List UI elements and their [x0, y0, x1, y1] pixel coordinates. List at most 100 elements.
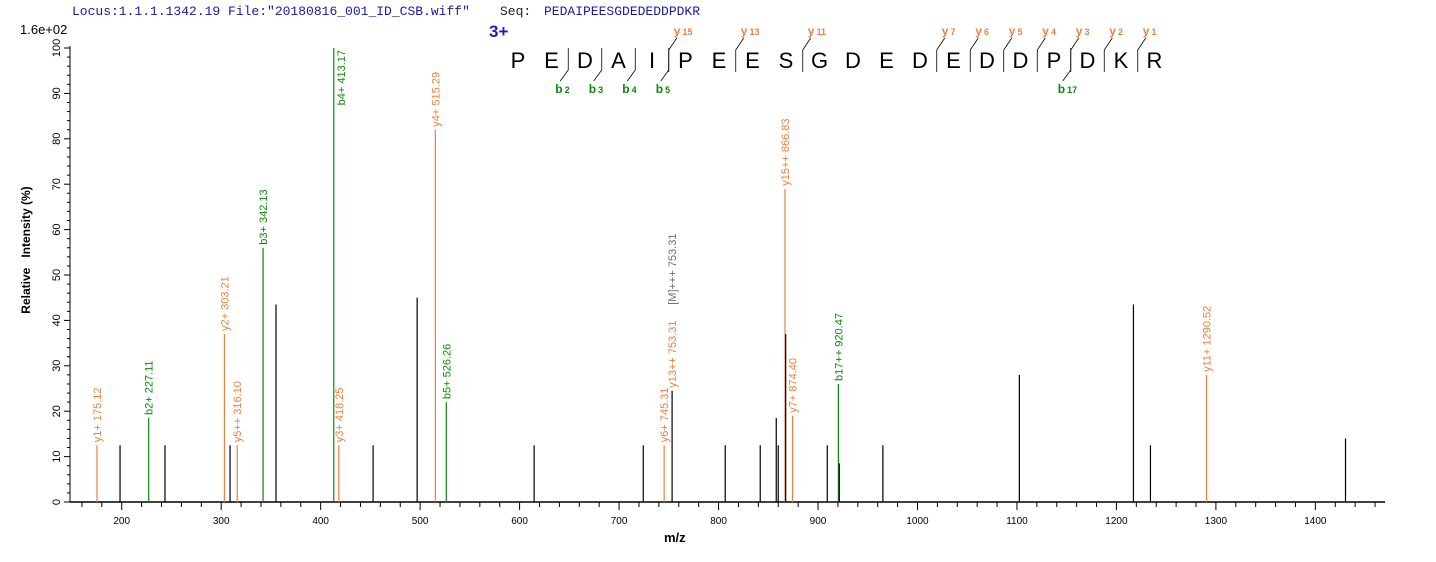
x-tick-label: 900 [810, 516, 827, 527]
y-fragment-marker [668, 37, 678, 72]
peak-label: y1+ 175.12 [92, 388, 104, 443]
x-axis-label: m/z [664, 530, 686, 545]
x-tick-label: 500 [412, 516, 429, 527]
residue-D: D [912, 48, 928, 73]
residue-D: D [979, 48, 995, 73]
y-fragment-marker [735, 37, 745, 72]
fragment-subscript: 6 [984, 27, 989, 37]
residue-E: E [879, 48, 894, 73]
x-tick-label: 700 [611, 516, 628, 527]
y-tick-label: 0 [51, 499, 63, 505]
charge-state: 3+ [489, 22, 509, 41]
y-fragment-marker [1137, 37, 1147, 72]
fragment-subscript: 7 [950, 27, 955, 37]
y-fragment-marker [1003, 37, 1013, 72]
peak-label: b3+ 342.13 [258, 189, 270, 244]
peak-label: y15++ 866.83 [780, 118, 792, 185]
b-fragment-marker [626, 48, 636, 82]
seq-value: PEDAIPEESGDEDEDDPDKR [544, 4, 701, 19]
b-fragment-marker [660, 48, 670, 82]
peak-label: b5+ 526.26 [441, 344, 453, 399]
fragment-subscript: 4 [1051, 27, 1056, 37]
x-tick-label: 600 [511, 516, 528, 527]
y-fragment-label: y 11 [808, 24, 826, 38]
residue-R: R [1147, 48, 1163, 73]
b-fragment-marker [559, 48, 569, 82]
y-tick-label: 50 [51, 269, 63, 281]
fragment-subscript: 11 [816, 27, 826, 37]
y-fragment-marker [802, 37, 812, 72]
x-tick-label: 1100 [1006, 516, 1028, 527]
fragment-subscript: 2 [565, 85, 570, 95]
residue-E: E [712, 48, 727, 73]
locus-file-text: Locus:1.1.1.1342.19 File:"20180816_001_I… [72, 4, 470, 19]
residue-S: S [779, 48, 794, 73]
fragment-subscript: 3 [1084, 27, 1089, 37]
fragment-subscript: 17 [1067, 85, 1077, 95]
peak-label: b17++ 920.47 [833, 313, 845, 381]
y-tick-label: 70 [51, 178, 63, 190]
y-tick-label: 100 [51, 39, 63, 57]
b-fragment-marker [593, 48, 603, 82]
x-tick-label: 200 [113, 516, 130, 527]
residue-E: E [544, 48, 559, 73]
y-tick-label: 30 [51, 360, 63, 372]
residue-P: P [678, 48, 693, 73]
x-tick-label: 1000 [906, 516, 929, 527]
x-tick-label: 1200 [1105, 516, 1128, 527]
x-tick-label: 800 [710, 516, 727, 527]
residue-E: E [946, 48, 961, 73]
x-tick-label: 300 [213, 516, 230, 527]
y-fragment-marker [1070, 37, 1080, 72]
b-fragment-marker [1062, 48, 1072, 82]
residue-G: G [811, 48, 828, 73]
peak-label: y13++ 753.31 [667, 320, 679, 387]
y-fragment-marker [969, 37, 979, 72]
precursor-label: [M]+++ 753.31 [667, 234, 679, 305]
fragment-subscript: 1 [1151, 27, 1156, 37]
residue-K: K [1114, 48, 1129, 73]
peak-label: b2+ 227.11 [144, 360, 156, 415]
residue-E: E [745, 48, 760, 73]
residue-D: D [845, 48, 861, 73]
peak-label: y2+ 303.21 [219, 276, 231, 331]
y-tick-label: 80 [51, 133, 63, 145]
residue-I: I [649, 48, 655, 73]
fragment-subscript: 4 [632, 85, 637, 95]
fragment-subscript: 15 [682, 27, 692, 37]
x-tick-label: 1300 [1205, 516, 1228, 527]
residue-P: P [511, 48, 526, 73]
peak-label: b4+ 413.17 [336, 50, 348, 105]
y-tick-label: 20 [51, 405, 63, 417]
seq-label: Seq: [500, 4, 532, 19]
peak-label: y5++ 316.10 [232, 381, 244, 442]
y-fragment-marker [1103, 37, 1113, 72]
b-fragment-label: b 17 [1058, 82, 1077, 96]
peak-label: y7+ 874.40 [788, 358, 800, 413]
y-fragment-label: y 15 [674, 24, 693, 38]
fragment-subscript: 5 [1017, 27, 1022, 37]
y-fragment-marker [936, 37, 946, 72]
y-tick-label: 10 [51, 450, 63, 462]
peak-label: y6+ 745.31 [659, 388, 671, 443]
y-tick-label: 60 [51, 223, 63, 235]
y-tick-label: 90 [51, 87, 63, 99]
peak-label: y11+ 1290.52 [1201, 306, 1213, 372]
y-fragment-label: y 13 [741, 24, 760, 38]
residue-D: D [1013, 48, 1029, 73]
residue-D: D [577, 48, 593, 73]
residue-P: P [1047, 48, 1062, 73]
x-tick-label: 1400 [1304, 516, 1327, 527]
